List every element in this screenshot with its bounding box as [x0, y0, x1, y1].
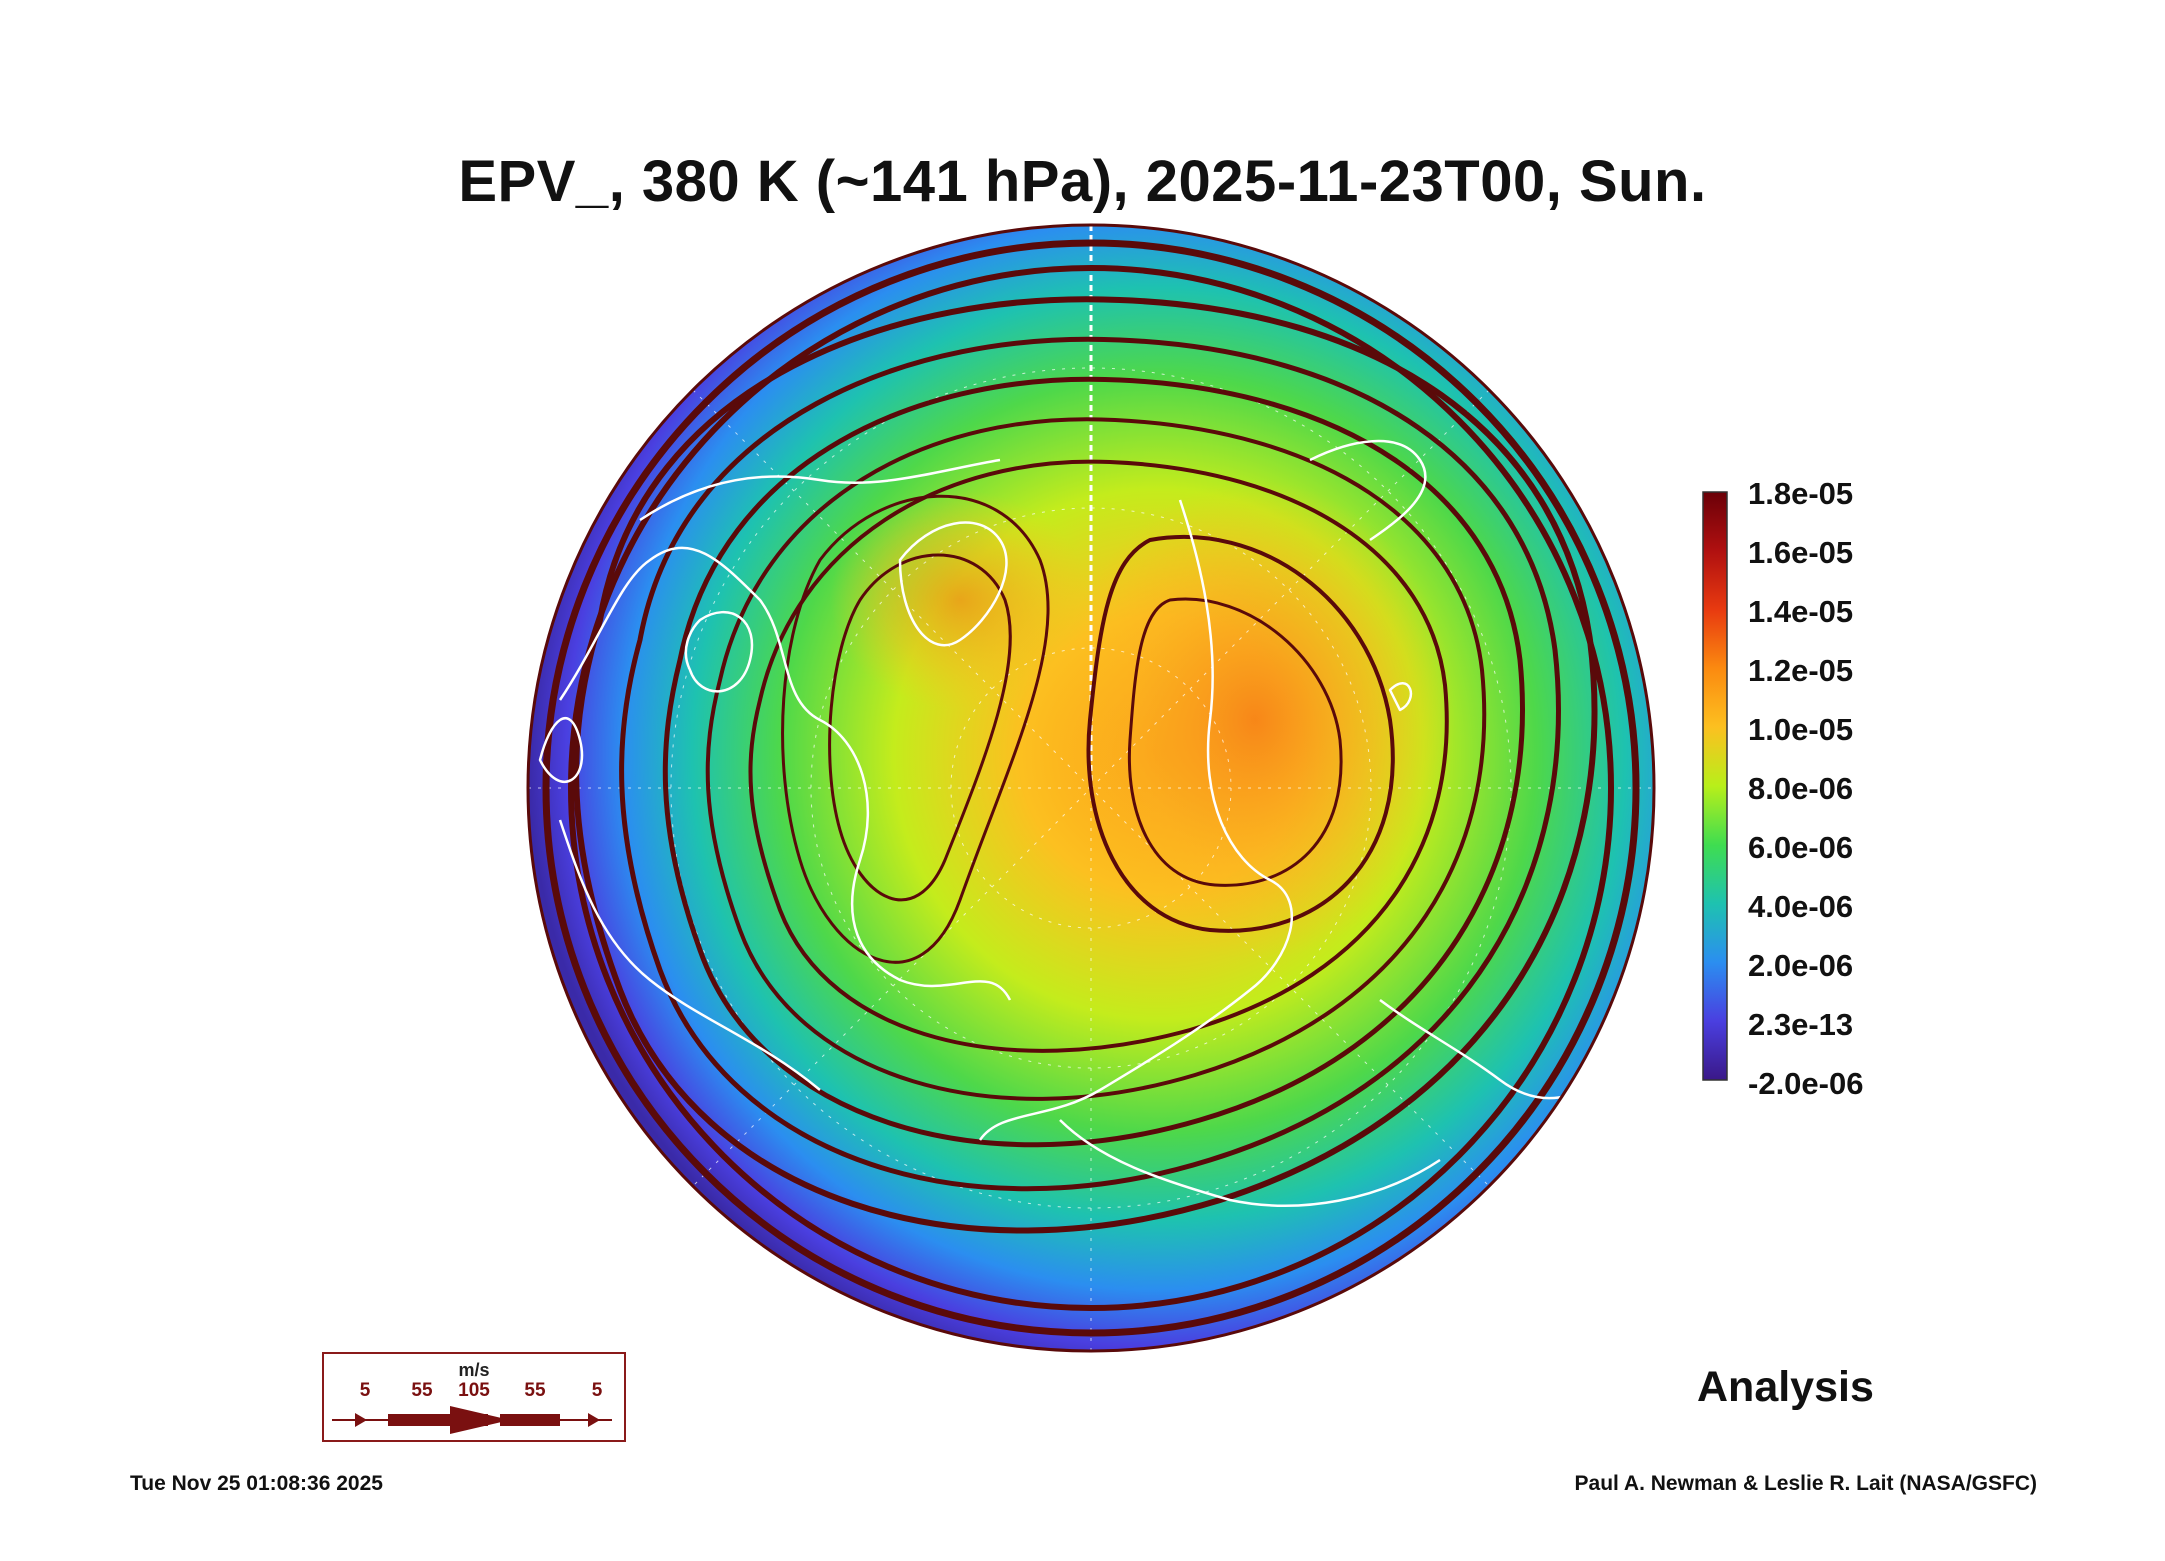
legend-units: m/s — [458, 1360, 490, 1380]
legend-speed-label: 105 — [458, 1380, 490, 1401]
epv-field-features — [528, 225, 1654, 1351]
coastline — [1309, 439, 1427, 542]
footer-timestamp: Tue Nov 25 01:08:36 2025 — [130, 1472, 383, 1495]
legend-arrow-5 — [355, 1413, 367, 1427]
colorbar — [1702, 491, 1728, 1081]
legend-bar-55b — [500, 1414, 560, 1426]
colorbar-label: 2.0e-06 — [1748, 948, 1854, 983]
colorbar-label: 6.0e-06 — [1748, 830, 1854, 865]
legend-arrow-105 — [450, 1406, 510, 1434]
epv-maximum-region — [1055, 480, 1455, 960]
epv-secondary-maximum — [830, 490, 1090, 710]
coastline — [898, 521, 1008, 647]
streamline — [1086, 534, 1395, 933]
wind-speed-legend: m/s 5 55 105 55 5 — [322, 1352, 626, 1442]
streamline — [619, 336, 1561, 1192]
wind-legend-graphic — [332, 1406, 612, 1434]
coastline — [639, 458, 1001, 522]
colorbar-label: -2.0e-06 — [1748, 1066, 1864, 1101]
wind-streamlines — [542, 239, 1640, 1337]
streamline — [828, 553, 1012, 902]
colorbar-label: 4.0e-06 — [1748, 889, 1854, 924]
coastline — [558, 819, 821, 1091]
coastline — [684, 610, 754, 693]
legend-arrow-5b — [588, 1413, 600, 1427]
legend-speed-label: 5 — [591, 1380, 603, 1401]
legend-speed-label: 55 — [411, 1380, 433, 1401]
streamline — [542, 239, 1640, 1337]
streamline — [662, 376, 1525, 1148]
coastlines — [538, 439, 1611, 1207]
colorbar-label: 1.2e-05 — [1748, 653, 1854, 688]
colorbar-label: 1.6e-05 — [1748, 535, 1854, 570]
map-title: EPV_, 380 K (~141 hPa), 2025-11-23T00, S… — [458, 149, 1707, 214]
streamline — [781, 494, 1050, 964]
coastline — [538, 717, 584, 783]
coastline — [1388, 682, 1413, 712]
coastline — [978, 499, 1294, 1141]
streamline — [748, 459, 1449, 1053]
streamline — [705, 417, 1487, 1101]
colorbar-label: 1.8e-05 — [1748, 476, 1854, 511]
coastline — [1059, 1119, 1441, 1207]
analysis-label: Analysis — [1697, 1363, 1874, 1411]
legend-speed-label: 5 — [359, 1380, 371, 1401]
footer-credit: Paul A. Newman & Leslie R. Lait (NASA/GS… — [1574, 1472, 2037, 1495]
colorbar-label: 2.3e-13 — [1748, 1007, 1854, 1042]
legend-speed-label: 55 — [524, 1380, 546, 1401]
colorbar-label: 8.0e-06 — [1748, 771, 1854, 806]
streamline — [568, 265, 1614, 1311]
coastline — [558, 546, 1012, 1001]
streamline — [573, 296, 1598, 1234]
colorbar-label: 1.0e-05 — [1748, 712, 1854, 747]
disk-outline — [526, 223, 1656, 1353]
colorbar-label: 1.4e-05 — [1748, 594, 1854, 629]
streamline — [1127, 597, 1343, 887]
